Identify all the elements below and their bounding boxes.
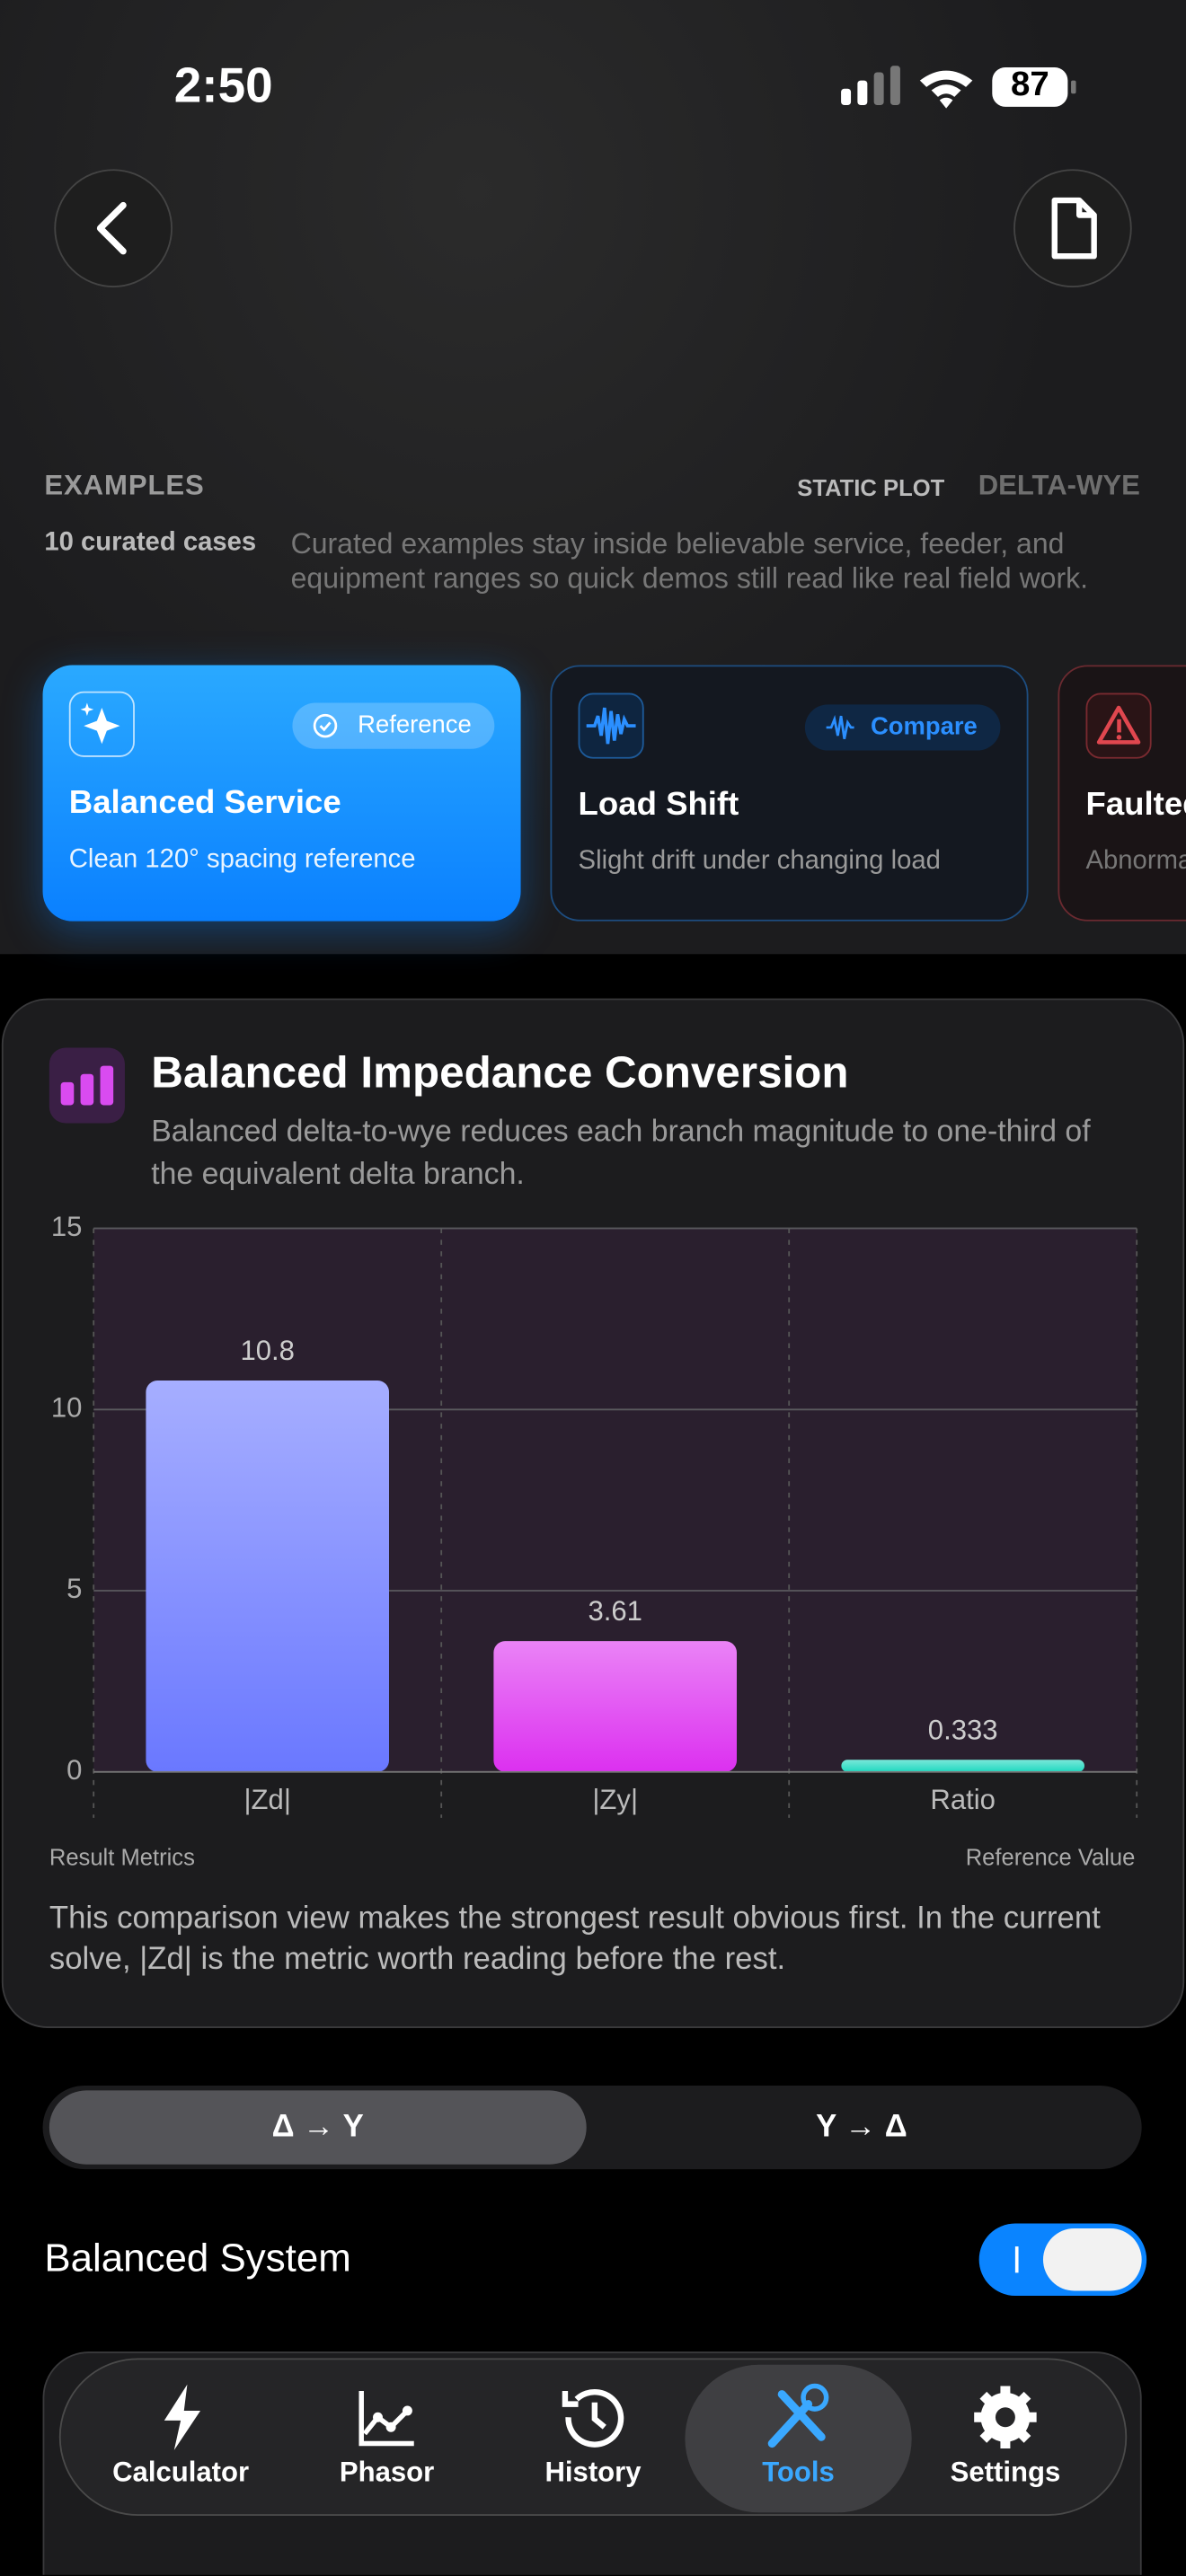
battery-level: 87 [1010, 66, 1049, 104]
card-badge: Reference [292, 702, 495, 749]
x-axis-label: Result Metrics [49, 1845, 195, 1870]
card-subtitle: Clean 120° spacing reference [68, 845, 416, 874]
x-tick-label: |Zy| [592, 1784, 638, 1815]
balanced-toggle[interactable] [978, 2223, 1147, 2296]
y-tick-label: 10 [51, 1391, 83, 1423]
x-tick-label: |Zd| [243, 1784, 290, 1815]
chart-title: Balanced Impedance Conversion [151, 1047, 849, 1098]
y-axis-label: Reference Value [966, 1845, 1136, 1870]
document-button[interactable] [1013, 169, 1132, 287]
card-icon [68, 691, 135, 757]
value-label: 10.8 [240, 1335, 295, 1366]
tab[interactable]: Tools [685, 2364, 912, 2513]
status-icons [841, 66, 1076, 109]
y-tick-label: 0 [66, 1754, 82, 1786]
tab-label: Calculator [112, 2457, 250, 2488]
y-tick-label: 5 [66, 1573, 82, 1604]
status-time: 2:50 [173, 58, 273, 114]
balanced-label: Balanced System [44, 2236, 351, 2281]
tab[interactable]: History [490, 2365, 696, 2513]
y-tick-label: 15 [51, 1211, 83, 1242]
value-label: 0.333 [928, 1714, 998, 1745]
tab-bar [58, 2358, 1128, 2516]
card-subtitle: Slight drift under changing load [578, 847, 941, 876]
bar-chart: 0 5 10 15 |Zd| 10.8 |Zy| 3.61 Ratio 0.333 Result M… [49, 1211, 1138, 1870]
badge-text: Compare [870, 712, 978, 741]
bar [493, 1641, 737, 1772]
chart-note: This comparison view makes the strongest… [49, 1901, 1101, 1978]
example-count: 10 curated cases [44, 528, 257, 557]
card-subtitle: Abnormal [1085, 847, 1186, 876]
section-heading: EXAMPLES [44, 469, 205, 501]
tab-label: Settings [950, 2457, 1061, 2488]
card-icon [578, 693, 644, 759]
tab-label: Tools [762, 2457, 835, 2488]
back-button[interactable] [54, 169, 173, 287]
tab-label: Phasor [339, 2457, 435, 2488]
tab[interactable]: Settings [902, 2365, 1109, 2513]
bar [841, 1760, 1084, 1772]
card-title: Faulted [1085, 786, 1186, 823]
example-card[interactable]: Balanced Service Clean 120° spacing refer… [42, 665, 521, 922]
mode-option[interactable]: Y → Δ [816, 2110, 907, 2145]
badge-text: Reference [358, 710, 472, 739]
chart-subtitle: Balanced delta-to-wye reduces each branc… [151, 1113, 1091, 1191]
examples-description: Curated examples stay inside believable … [290, 526, 1089, 595]
card-title: Load Shift [578, 786, 739, 823]
chart-icon [49, 1047, 125, 1124]
example-card[interactable]: Load Shift Slight drift under changing lo… [550, 665, 1029, 922]
mode-option[interactable]: Δ → Y [49, 2090, 587, 2165]
example-card[interactable]: Faulted Abnormal [1058, 665, 1186, 922]
tab[interactable]: Calculator [77, 2365, 284, 2513]
value-label: 3.61 [588, 1595, 642, 1627]
tab[interactable]: Phasor [283, 2365, 490, 2513]
x-tick-label: Ratio [930, 1784, 996, 1815]
card-title: Balanced Service [68, 784, 341, 822]
tab-label: History [544, 2457, 642, 2488]
tag: STATIC PLOT [797, 474, 945, 501]
card-icon [1085, 693, 1152, 759]
tag: DELTA-WYE [978, 469, 1140, 501]
bar [146, 1381, 390, 1772]
card-badge: Compare [804, 704, 1001, 751]
